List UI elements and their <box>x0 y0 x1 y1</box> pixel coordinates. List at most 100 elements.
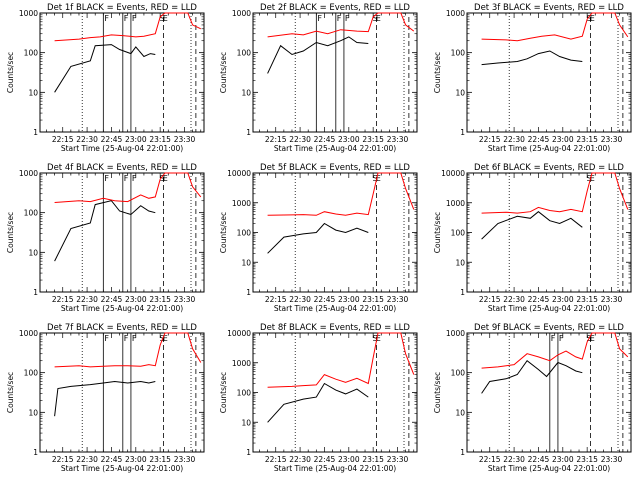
x-tick-label: 23:00 <box>552 295 574 304</box>
x-tick-label: 23:30 <box>387 295 409 304</box>
panel-title: Det 8f BLACK = Events, RED = LLD <box>260 323 410 333</box>
flag-label: E <box>163 14 168 23</box>
y-tick-label: 10 <box>455 88 465 97</box>
x-tick-label: 22:15 <box>52 295 74 304</box>
panel: Det 8f BLACK = Events, RED = LLD 1 10 100 10… <box>219 323 418 473</box>
flag-label: S <box>373 334 378 343</box>
x-tick-label: 22:45 <box>101 295 123 304</box>
plot-frame <box>252 12 418 133</box>
x-tick-label: 23:00 <box>338 295 360 304</box>
y-tick-label: 1000 <box>19 9 38 18</box>
flag-label: F <box>132 14 137 23</box>
flag-label: S <box>160 174 165 183</box>
plot-frame <box>39 332 205 453</box>
flag-label: E <box>376 14 381 23</box>
x-tick-label: 23:00 <box>125 455 147 464</box>
x-tick-label: 23:15 <box>576 295 598 304</box>
x-axis-label: Start Time (25-Aug-04 22:01:00) <box>61 304 183 313</box>
y-tick-label: 10 <box>241 258 251 267</box>
x-tick-label: 23:30 <box>387 135 409 144</box>
lld-rate-line <box>54 12 202 42</box>
y-tick-label: 1000 <box>446 199 465 208</box>
x-axis-label: Start Time (25-Aug-04 22:01:00) <box>61 144 183 153</box>
y-tick-label: 10 <box>28 408 38 417</box>
flag-label: F <box>317 14 322 23</box>
panel: Det 4f BLACK = Events, RED = LLD 1 10 100 10… <box>6 163 205 313</box>
plot-frame <box>39 12 205 133</box>
y-tick-label: 10 <box>28 248 38 257</box>
panel-title: Det 2f BLACK = Events, RED = LLD <box>260 3 410 13</box>
panel-title: Det 6f BLACK = Events, RED = LLD <box>474 163 624 173</box>
y-tick-label: 10 <box>241 418 251 427</box>
x-tick-label: 23:30 <box>174 135 196 144</box>
flag-label: F <box>104 14 109 23</box>
event-rate-line <box>54 200 156 262</box>
x-tick-label: 22:15 <box>265 135 287 144</box>
y-tick-label: 100 <box>451 49 466 58</box>
x-tick-label: 23:15 <box>576 455 598 464</box>
y-tick-label: 1 <box>246 288 251 297</box>
y-tick-label: 10 <box>28 88 38 97</box>
x-axis-label: Start Time (25-Aug-04 22:01:00) <box>488 144 610 153</box>
lld-rate-line <box>481 332 629 369</box>
x-tick-label: 23:00 <box>125 295 147 304</box>
plot-frame <box>466 12 632 133</box>
flag-label: F <box>132 174 137 183</box>
lld-rate-line <box>54 332 202 368</box>
x-tick-label: 22:30 <box>503 455 525 464</box>
event-rate-line <box>54 44 156 93</box>
y-tick-label: 1 <box>460 128 465 137</box>
flag-label: F <box>132 334 137 343</box>
x-tick-label: 22:30 <box>76 135 98 144</box>
y-tick-label: 100 <box>24 209 39 218</box>
x-tick-label: 22:45 <box>528 295 550 304</box>
y-tick-label: 100 <box>24 49 39 58</box>
flag-label: F <box>124 334 129 343</box>
y-tick-label: 10000 <box>441 169 465 178</box>
y-tick-label: 1 <box>460 288 465 297</box>
flag-label: E <box>163 174 168 183</box>
x-tick-label: 22:45 <box>314 295 336 304</box>
event-rate-line <box>481 211 583 240</box>
y-tick-label: 1000 <box>232 359 251 368</box>
lld-rate-line <box>267 332 415 388</box>
flag-label: S <box>160 14 165 23</box>
x-axis-label: Start Time (25-Aug-04 22:01:00) <box>61 464 183 473</box>
x-tick-label: 22:15 <box>265 455 287 464</box>
y-tick-label: 10 <box>455 408 465 417</box>
x-tick-label: 22:30 <box>503 295 525 304</box>
event-rate-line <box>267 382 369 423</box>
lld-rate-line <box>54 172 202 203</box>
flag-label: F <box>124 14 129 23</box>
y-tick-label: 1 <box>33 448 38 457</box>
flag-label: E <box>376 334 381 343</box>
x-tick-label: 23:15 <box>149 455 171 464</box>
x-tick-label: 22:30 <box>76 455 98 464</box>
flag-label: F <box>104 174 109 183</box>
event-rate-line <box>54 380 156 417</box>
flag-label: F <box>337 14 342 23</box>
x-tick-label: 23:00 <box>125 135 147 144</box>
x-axis-label: Start Time (25-Aug-04 22:01:00) <box>488 464 610 473</box>
x-tick-label: 23:15 <box>149 295 171 304</box>
lld-rate-line <box>267 12 415 38</box>
x-tick-label: 22:30 <box>289 455 311 464</box>
panel: Det 1f BLACK = Events, RED = LLD 1 10 100 10… <box>6 3 205 153</box>
y-tick-label: 100 <box>237 49 252 58</box>
x-tick-label: 22:30 <box>76 295 98 304</box>
x-tick-label: 22:45 <box>528 135 550 144</box>
y-tick-label: 10 <box>455 258 465 267</box>
panel-title: Det 7f BLACK = Events, RED = LLD <box>47 323 197 333</box>
x-tick-label: 22:30 <box>503 135 525 144</box>
y-tick-label: 10000 <box>227 169 251 178</box>
plot-frame <box>466 332 632 453</box>
x-tick-label: 23:15 <box>362 135 384 144</box>
panel-title: Det 9f BLACK = Events, RED = LLD <box>474 323 624 333</box>
panel-title: Det 3f BLACK = Events, RED = LLD <box>474 3 624 13</box>
y-axis-label: Counts/sec <box>433 212 442 253</box>
x-tick-label: 23:30 <box>601 135 623 144</box>
x-tick-label: 23:30 <box>174 455 196 464</box>
flag-label: S <box>587 174 592 183</box>
panel-title: Det 1f BLACK = Events, RED = LLD <box>47 3 197 13</box>
